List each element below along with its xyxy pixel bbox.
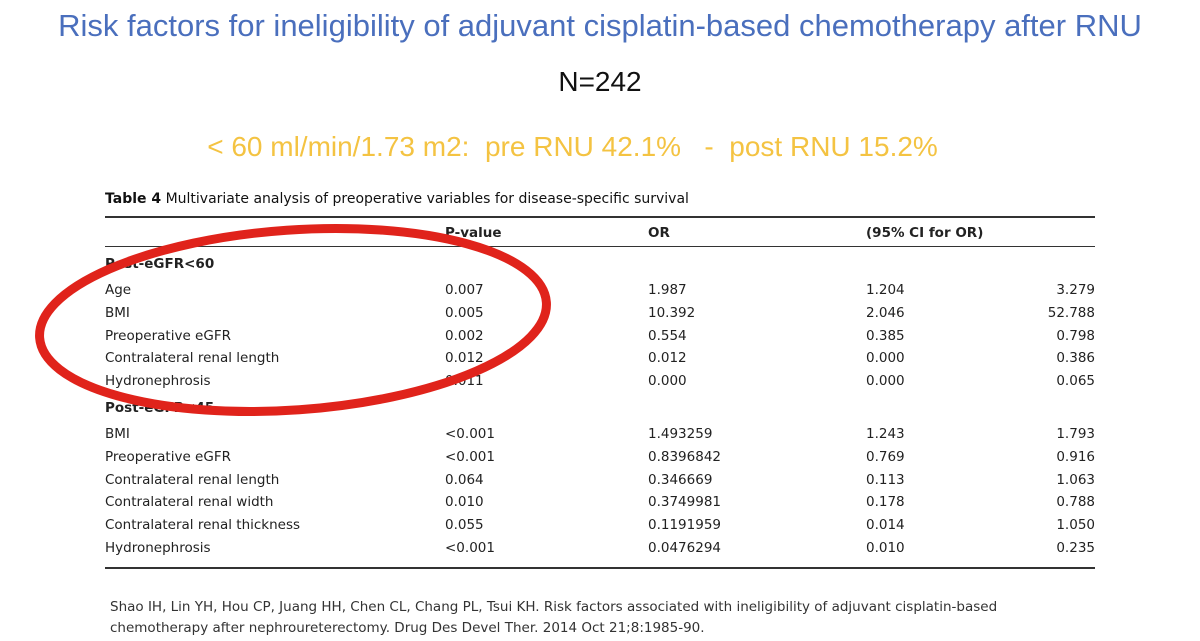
table-cell: 0.788 [1056, 494, 1095, 511]
table-cell: 0.798 [1056, 327, 1095, 344]
header-rule [105, 246, 1095, 247]
table-cell: 0.055 [445, 517, 484, 534]
column-header: P-value [445, 225, 502, 241]
table-cell: 0.0476294 [648, 540, 722, 556]
row-label: Preoperative eGFR [105, 448, 231, 465]
table-cell: 0.064 [445, 471, 484, 488]
table-cell: 0.1191959 [648, 517, 722, 534]
table-cell: 0.002 [445, 327, 484, 344]
citation: Shao IH, Lin YH, Hou CP, Juang HH, Chen … [110, 599, 998, 636]
table-cell: 0.000 [648, 373, 687, 390]
row-label: Age [105, 282, 132, 298]
table-cell: <0.001 [445, 448, 495, 465]
table-cell: <0.001 [445, 540, 495, 556]
row-label: BMI [105, 304, 130, 321]
table-cell: 0.014 [866, 517, 905, 534]
table-cell: 0.012 [648, 350, 687, 367]
table-cell: 0.007 [445, 282, 484, 298]
row-label: BMI [105, 426, 130, 442]
table-cell: 0.554 [648, 327, 687, 344]
table-cell: 0.010 [866, 540, 905, 556]
table-cell: <0.001 [445, 426, 495, 442]
table-cell: 3.279 [1056, 282, 1095, 298]
table-cell: 0.385 [866, 327, 905, 344]
caption-label: Table 4 [105, 191, 162, 207]
table-cell: 0.010 [445, 494, 484, 511]
table-cell: 1.063 [1056, 471, 1095, 488]
table-cell: 1.793 [1056, 426, 1095, 442]
table-cell: 0.012 [445, 350, 484, 367]
table-cell: 0.178 [866, 494, 905, 511]
table-cell: 0.000 [866, 350, 905, 367]
table-cell: 10.392 [648, 304, 696, 321]
row-label: Contralateral renal length [105, 471, 280, 488]
table-cell: 1.243 [866, 426, 905, 442]
table-cell: 0.916 [1056, 448, 1095, 465]
table-cell: 0.8396842 [648, 448, 722, 465]
table-cell: 0.386 [1056, 350, 1095, 367]
table-cell: 0.000 [866, 373, 905, 390]
table-cell: 0.235 [1056, 540, 1095, 556]
top-rule [105, 216, 1095, 218]
column-header: OR [648, 225, 670, 241]
slide-title: Risk factors for ineligibility of adjuva… [58, 8, 1142, 43]
table-cell: 0.3749981 [648, 494, 722, 511]
row-label: Hydronephrosis [105, 540, 211, 556]
row-label: Contralateral renal width [105, 494, 274, 511]
table-cell: 0.005 [445, 304, 484, 321]
table-cell: 1.050 [1056, 517, 1095, 534]
caption-text: Multivariate analysis of preoperative va… [165, 191, 689, 207]
table-cell: 1.987 [648, 282, 687, 298]
table-cell: 0.769 [866, 448, 905, 465]
table-caption: Table 4 Multivariate analysis of preoper… [105, 191, 689, 207]
subtitle: N=242 [558, 66, 642, 97]
table-cell: 0.113 [866, 471, 905, 488]
row-label: Contralateral renal length [105, 350, 280, 367]
row-label: Hydronephrosis [105, 373, 211, 390]
table-cell: 1.204 [866, 282, 905, 298]
highlight: < 60 ml/min/1.73 m2: pre RNU 42.1% - pos… [207, 131, 938, 162]
table-cell: 1.493259 [648, 426, 713, 442]
red-circle [35, 223, 551, 417]
row-label: Contralateral renal thickness [105, 517, 301, 534]
row-label: Preoperative eGFR [105, 327, 231, 344]
bottom-rule [105, 567, 1095, 569]
table-cell: 0.346669 [648, 471, 713, 488]
table-cell: 0.065 [1056, 373, 1095, 390]
column-header: (95% CI for OR) [866, 225, 984, 241]
table-cell: 2.046 [866, 304, 905, 321]
table-cell: 52.788 [1047, 304, 1095, 321]
